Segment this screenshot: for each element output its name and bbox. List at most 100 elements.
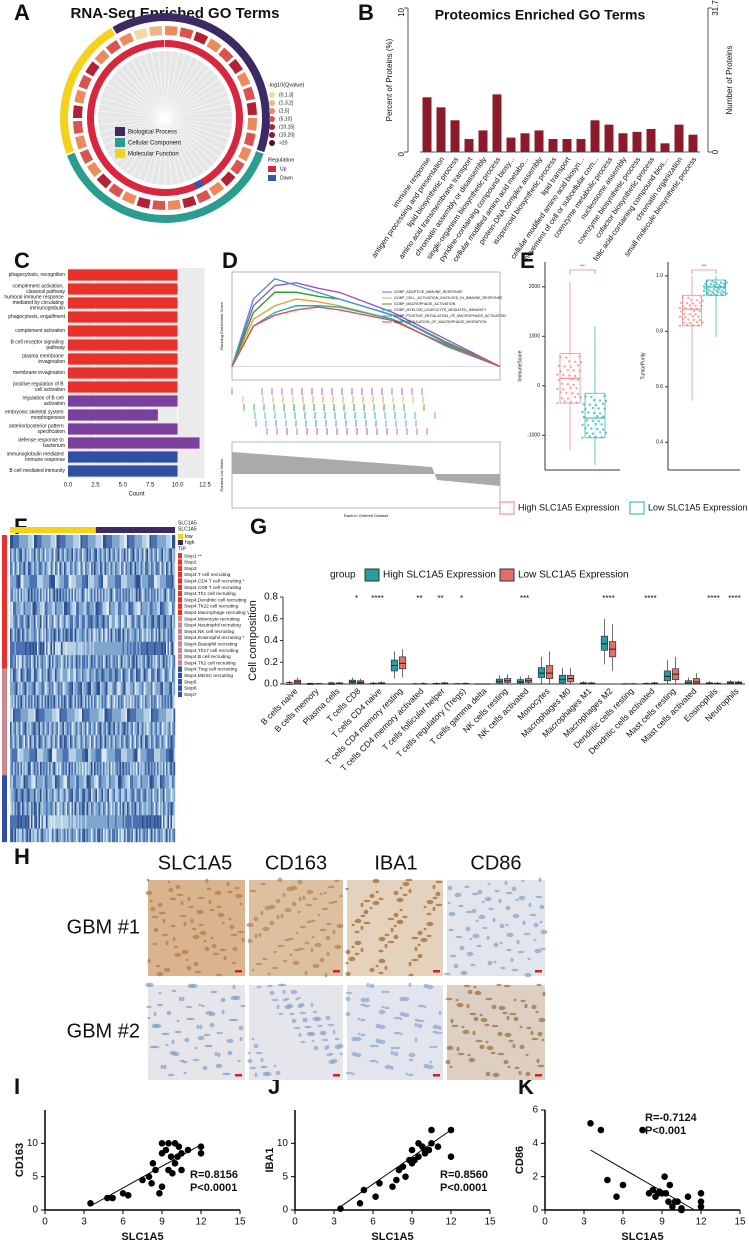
cell (35, 615, 38, 629)
jitter (579, 361, 583, 364)
ihc-cell (178, 996, 182, 1002)
cell (28, 561, 30, 576)
cell (50, 628, 53, 642)
cell (17, 801, 20, 816)
es-line (231, 306, 501, 368)
ihc-cell (239, 902, 243, 906)
row-annotation (2, 828, 7, 843)
cell (68, 535, 71, 549)
cell (131, 708, 134, 723)
cell (152, 748, 155, 763)
cell (134, 535, 137, 549)
cell (56, 761, 59, 776)
cell (173, 655, 176, 669)
cell (157, 788, 159, 803)
cell (14, 815, 17, 829)
cell (35, 548, 38, 562)
cell (77, 681, 80, 696)
annotation: R=-0.7124 (645, 1112, 698, 1124)
bar (68, 423, 178, 435)
cell (121, 815, 123, 829)
cell (145, 641, 147, 656)
cell (83, 535, 86, 549)
jitter (698, 310, 701, 313)
radial (99, 117, 166, 133)
cell (160, 815, 162, 829)
cell (139, 548, 141, 562)
ihc-cell (157, 902, 163, 908)
cell (130, 655, 132, 669)
cell (38, 801, 41, 816)
ihc-cell (435, 1031, 443, 1035)
cell (67, 681, 69, 696)
cell (68, 815, 71, 829)
legend-swatch (178, 628, 182, 635)
legend-dot (269, 140, 275, 146)
qvalue-segment (179, 27, 194, 40)
cell (124, 788, 126, 803)
cell (163, 748, 165, 763)
cell (91, 668, 93, 683)
cell (83, 788, 86, 803)
ihc-cell (216, 1031, 220, 1035)
cell (79, 735, 81, 749)
ihc-cell (190, 918, 194, 924)
cell (146, 535, 149, 549)
cell (104, 721, 107, 736)
ihc-cell (225, 1072, 231, 1076)
ihc-cell (469, 1012, 477, 1016)
cell (122, 668, 125, 683)
cell (146, 708, 149, 723)
ihc-cell (313, 1045, 319, 1051)
cell (104, 615, 107, 629)
cell (109, 748, 111, 763)
cell (143, 681, 146, 696)
radial (164, 117, 232, 126)
bar (68, 367, 178, 379)
point (428, 1126, 435, 1134)
cell (112, 695, 114, 709)
cell (47, 668, 50, 683)
x-tick-label: 12 (445, 1217, 457, 1228)
cell (56, 815, 59, 829)
cell (89, 588, 92, 602)
cell (137, 695, 140, 709)
ihc-cell (310, 947, 314, 953)
legend-title: Regulation (268, 157, 294, 163)
cell (118, 815, 120, 829)
cell (148, 628, 150, 642)
cell (151, 575, 153, 589)
cell (26, 775, 29, 789)
row-annotation (2, 801, 7, 816)
cell (116, 601, 119, 616)
cell (170, 655, 173, 669)
cell (127, 548, 129, 562)
ihc-cell (328, 901, 334, 905)
cell (106, 788, 108, 803)
ihc-cell (302, 895, 306, 901)
ihc-cell (321, 907, 329, 911)
cell (154, 788, 156, 803)
radial (164, 117, 211, 168)
cell (13, 641, 15, 656)
jitter (716, 291, 720, 294)
ihc-cell (334, 1044, 342, 1050)
cell (62, 575, 65, 589)
cell (41, 548, 44, 562)
cell (145, 735, 147, 749)
cell (89, 695, 92, 709)
ihc-cell (402, 915, 408, 919)
cell (107, 735, 110, 749)
point (399, 1163, 407, 1170)
cell (124, 761, 126, 776)
cell (154, 761, 156, 776)
qvalue-segment (242, 86, 255, 101)
cell (142, 548, 144, 562)
cell (116, 628, 119, 642)
ihc-cell (484, 896, 492, 902)
ihc-cell (166, 1010, 172, 1016)
cell (35, 655, 38, 669)
cell (77, 828, 80, 843)
cell (119, 548, 122, 562)
jitter (683, 321, 686, 324)
